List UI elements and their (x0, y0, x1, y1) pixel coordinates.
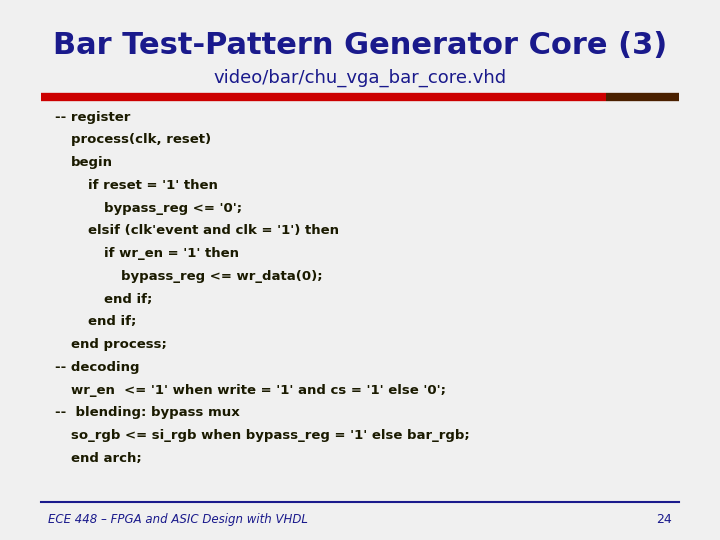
Text: so_rgb <= si_rgb when bypass_reg = '1' else bar_rgb;: so_rgb <= si_rgb when bypass_reg = '1' e… (71, 429, 470, 442)
Text: end arch;: end arch; (71, 452, 142, 465)
Text: elsif (clk'event and clk = '1') then: elsif (clk'event and clk = '1') then (88, 225, 339, 238)
Text: if wr_en = '1' then: if wr_en = '1' then (104, 247, 240, 260)
Text: end if;: end if; (88, 315, 136, 328)
Text: end if;: end if; (104, 293, 153, 306)
Text: wr_en  <= '1' when write = '1' and cs = '1' else '0';: wr_en <= '1' when write = '1' and cs = '… (71, 383, 446, 397)
Text: if reset = '1' then: if reset = '1' then (88, 179, 217, 192)
Text: 24: 24 (656, 513, 672, 526)
Text: process(clk, reset): process(clk, reset) (71, 133, 212, 146)
Text: --  blending: bypass mux: -- blending: bypass mux (55, 407, 240, 420)
Text: ECE 448 – FPGA and ASIC Design with VHDL: ECE 448 – FPGA and ASIC Design with VHDL (48, 513, 308, 526)
Text: video/bar/chu_vga_bar_core.vhd: video/bar/chu_vga_bar_core.vhd (213, 69, 507, 87)
Text: -- register: -- register (55, 111, 130, 124)
Text: bypass_reg <= wr_data(0);: bypass_reg <= wr_data(0); (121, 270, 323, 283)
Text: -- decoding: -- decoding (55, 361, 139, 374)
Text: bypass_reg <= '0';: bypass_reg <= '0'; (104, 201, 243, 215)
Text: Bar Test-Pattern Generator Core (3): Bar Test-Pattern Generator Core (3) (53, 31, 667, 60)
Text: end process;: end process; (71, 338, 167, 351)
Text: begin: begin (71, 156, 113, 169)
